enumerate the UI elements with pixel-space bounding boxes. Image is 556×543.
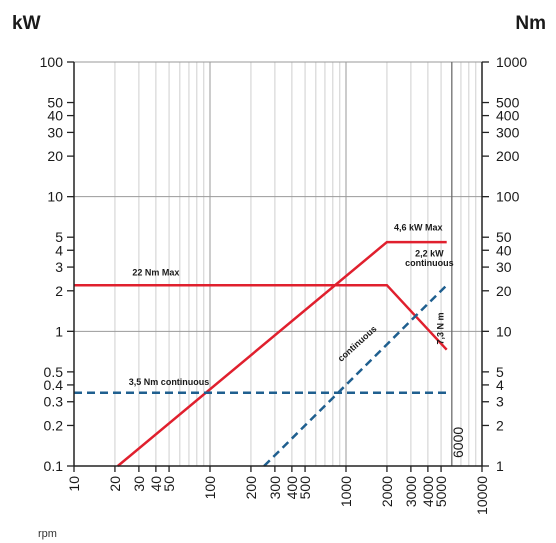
right-unit-label: Nm xyxy=(515,13,546,34)
left-tick-label: 20 xyxy=(47,148,63,164)
annotation-1: 22 Nm Max xyxy=(132,267,179,277)
annotation-7: 3,5 Nm continuous xyxy=(129,377,210,387)
x-tick-label: 20 xyxy=(107,476,123,492)
x-tick-label: 1000 xyxy=(338,476,354,507)
right-tick-label: 500 xyxy=(496,95,520,111)
tick-labels: 60000.10.20.30.40.5123451020304050100123… xyxy=(40,54,528,515)
x-tick-label: 400 xyxy=(284,476,300,500)
annotation-2: 4,6 kW Max xyxy=(394,223,443,233)
x-tick-label: 10000 xyxy=(474,476,490,515)
annotation-5: 7,3 N m xyxy=(435,312,445,344)
series-layer xyxy=(74,240,448,467)
x-tick-label: 100 xyxy=(202,476,218,500)
x-axis-label: rpm xyxy=(38,528,57,540)
left-tick-label: 0.2 xyxy=(44,417,64,433)
x-tick-label: 10 xyxy=(66,476,82,492)
series-line-1 xyxy=(74,283,448,351)
right-tick-label: 4 xyxy=(496,377,504,393)
x-tick-label: 50 xyxy=(161,476,177,492)
left-tick-label: 40 xyxy=(47,108,63,124)
right-tick-label: 400 xyxy=(496,108,520,124)
x-tick-label: 30 xyxy=(131,476,147,492)
right-tick-label: 2 xyxy=(496,417,504,433)
x-tick-label: 40 xyxy=(148,476,164,492)
left-tick-label: 0.5 xyxy=(44,364,64,380)
right-tick-label: 40 xyxy=(496,242,512,258)
left-tick-label: 30 xyxy=(47,124,63,140)
left-tick-label: 3 xyxy=(55,259,63,275)
right-tick-label: 100 xyxy=(496,189,520,205)
left-tick-label: 100 xyxy=(40,54,64,70)
right-tick-label: 10 xyxy=(496,323,512,339)
speed-limit-label: 6000 xyxy=(450,427,466,458)
x-tick-label: 300 xyxy=(267,476,283,500)
right-tick-label: 3 xyxy=(496,394,504,410)
left-tick-label: 0.1 xyxy=(44,458,64,474)
annotation-3: 2,2 kW xyxy=(415,248,444,258)
left-tick-label: 0.3 xyxy=(44,394,64,410)
grid xyxy=(73,61,482,467)
x-tick-label: 5000 xyxy=(433,476,449,507)
right-tick-label: 50 xyxy=(496,229,512,245)
axes xyxy=(67,61,489,472)
left-tick-label: 0.4 xyxy=(44,377,64,393)
x-tick-label: 200 xyxy=(243,476,259,500)
right-tick-label: 5 xyxy=(496,364,504,380)
right-tick-label: 1000 xyxy=(496,54,527,70)
left-tick-label: 1 xyxy=(55,323,63,339)
left-tick-label: 2 xyxy=(55,283,63,299)
left-tick-label: 4 xyxy=(55,242,63,258)
right-tick-label: 20 xyxy=(496,283,512,299)
left-tick-label: 50 xyxy=(47,95,63,111)
x-tick-label: 4000 xyxy=(420,476,436,507)
x-tick-label: 2000 xyxy=(379,476,395,507)
annotation-4: continuous xyxy=(405,258,454,268)
left-tick-label: 5 xyxy=(55,229,63,245)
right-tick-label: 300 xyxy=(496,124,520,140)
series-line-4 xyxy=(263,284,448,467)
right-tick-label: 200 xyxy=(496,148,520,164)
left-unit-label: kW xyxy=(12,13,41,34)
x-tick-label: 500 xyxy=(297,476,313,500)
series-line-2 xyxy=(117,240,447,467)
right-tick-label: 1 xyxy=(496,458,504,474)
x-tick-label: 3000 xyxy=(403,476,419,507)
right-tick-label: 30 xyxy=(496,259,512,275)
annotation-6: continuous xyxy=(336,324,379,364)
left-tick-label: 10 xyxy=(47,189,63,205)
